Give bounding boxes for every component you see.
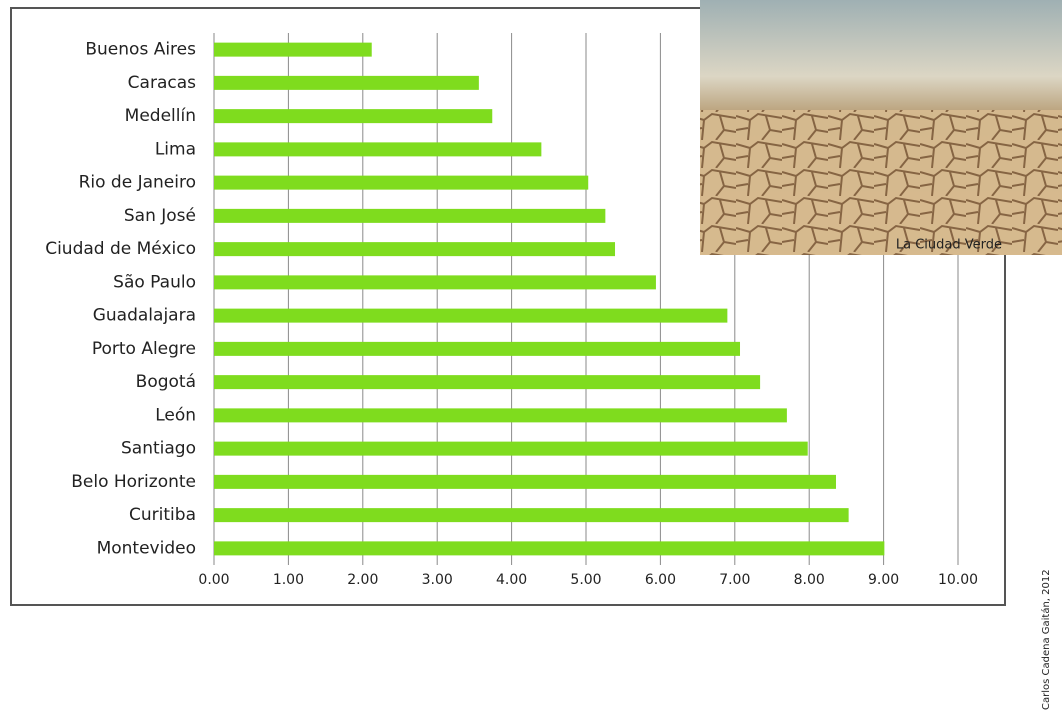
y-tick-label: Caracas	[128, 73, 196, 93]
photo-ground	[700, 110, 1062, 255]
y-tick-label: León	[155, 405, 196, 425]
bar	[214, 208, 606, 223]
bar	[214, 242, 616, 257]
bar	[214, 142, 542, 157]
bar	[214, 441, 808, 456]
bar	[214, 508, 849, 523]
x-tick-label: 7.00	[719, 572, 750, 588]
x-tick-label: 2.00	[347, 572, 378, 588]
y-tick-label: Santiago	[121, 439, 196, 459]
bar	[214, 375, 761, 390]
x-tick-label: 3.00	[422, 572, 453, 588]
y-tick-label: Curitiba	[129, 505, 196, 525]
bar	[214, 474, 836, 489]
x-tick-label: 9.00	[868, 572, 899, 588]
y-tick-label: Guadalajara	[93, 306, 196, 326]
bar	[214, 408, 787, 423]
photo: La Ciudad Verde	[700, 0, 1062, 255]
x-tick-label: 8.00	[794, 572, 825, 588]
y-tick-label: Ciudad de México	[45, 239, 196, 259]
y-tick-label: Montevideo	[97, 538, 196, 558]
bar	[214, 42, 372, 57]
y-tick-label: Porto Alegre	[92, 339, 196, 359]
y-tick-label: Belo Horizonte	[71, 472, 196, 492]
bar	[214, 275, 656, 290]
bar	[214, 75, 479, 90]
bar	[214, 109, 493, 124]
x-tick-label: 0.00	[198, 572, 229, 588]
y-tick-label: Buenos Aires	[85, 40, 196, 60]
x-tick-label: 1.00	[273, 572, 304, 588]
photo-caption: La Ciudad Verde	[896, 238, 1002, 253]
y-tick-label: São Paulo	[113, 272, 196, 292]
bar	[214, 541, 885, 556]
bar	[214, 341, 741, 356]
y-tick-label: San José	[124, 206, 196, 226]
x-tick-label: 6.00	[645, 572, 676, 588]
credit: Carlos Cadena Gaitán, 2012	[1040, 569, 1052, 710]
y-tick-label: Lima	[155, 139, 196, 159]
y-tick-label: Rio de Janeiro	[79, 173, 196, 193]
x-tick-label: 5.00	[570, 572, 601, 588]
y-tick-label: Bogotá	[136, 372, 196, 392]
bar	[214, 175, 589, 190]
x-tick-label: 10.00	[938, 572, 978, 588]
x-tick-label: 4.00	[496, 572, 527, 588]
bar	[214, 308, 728, 323]
y-tick-label: Medellín	[125, 106, 196, 126]
